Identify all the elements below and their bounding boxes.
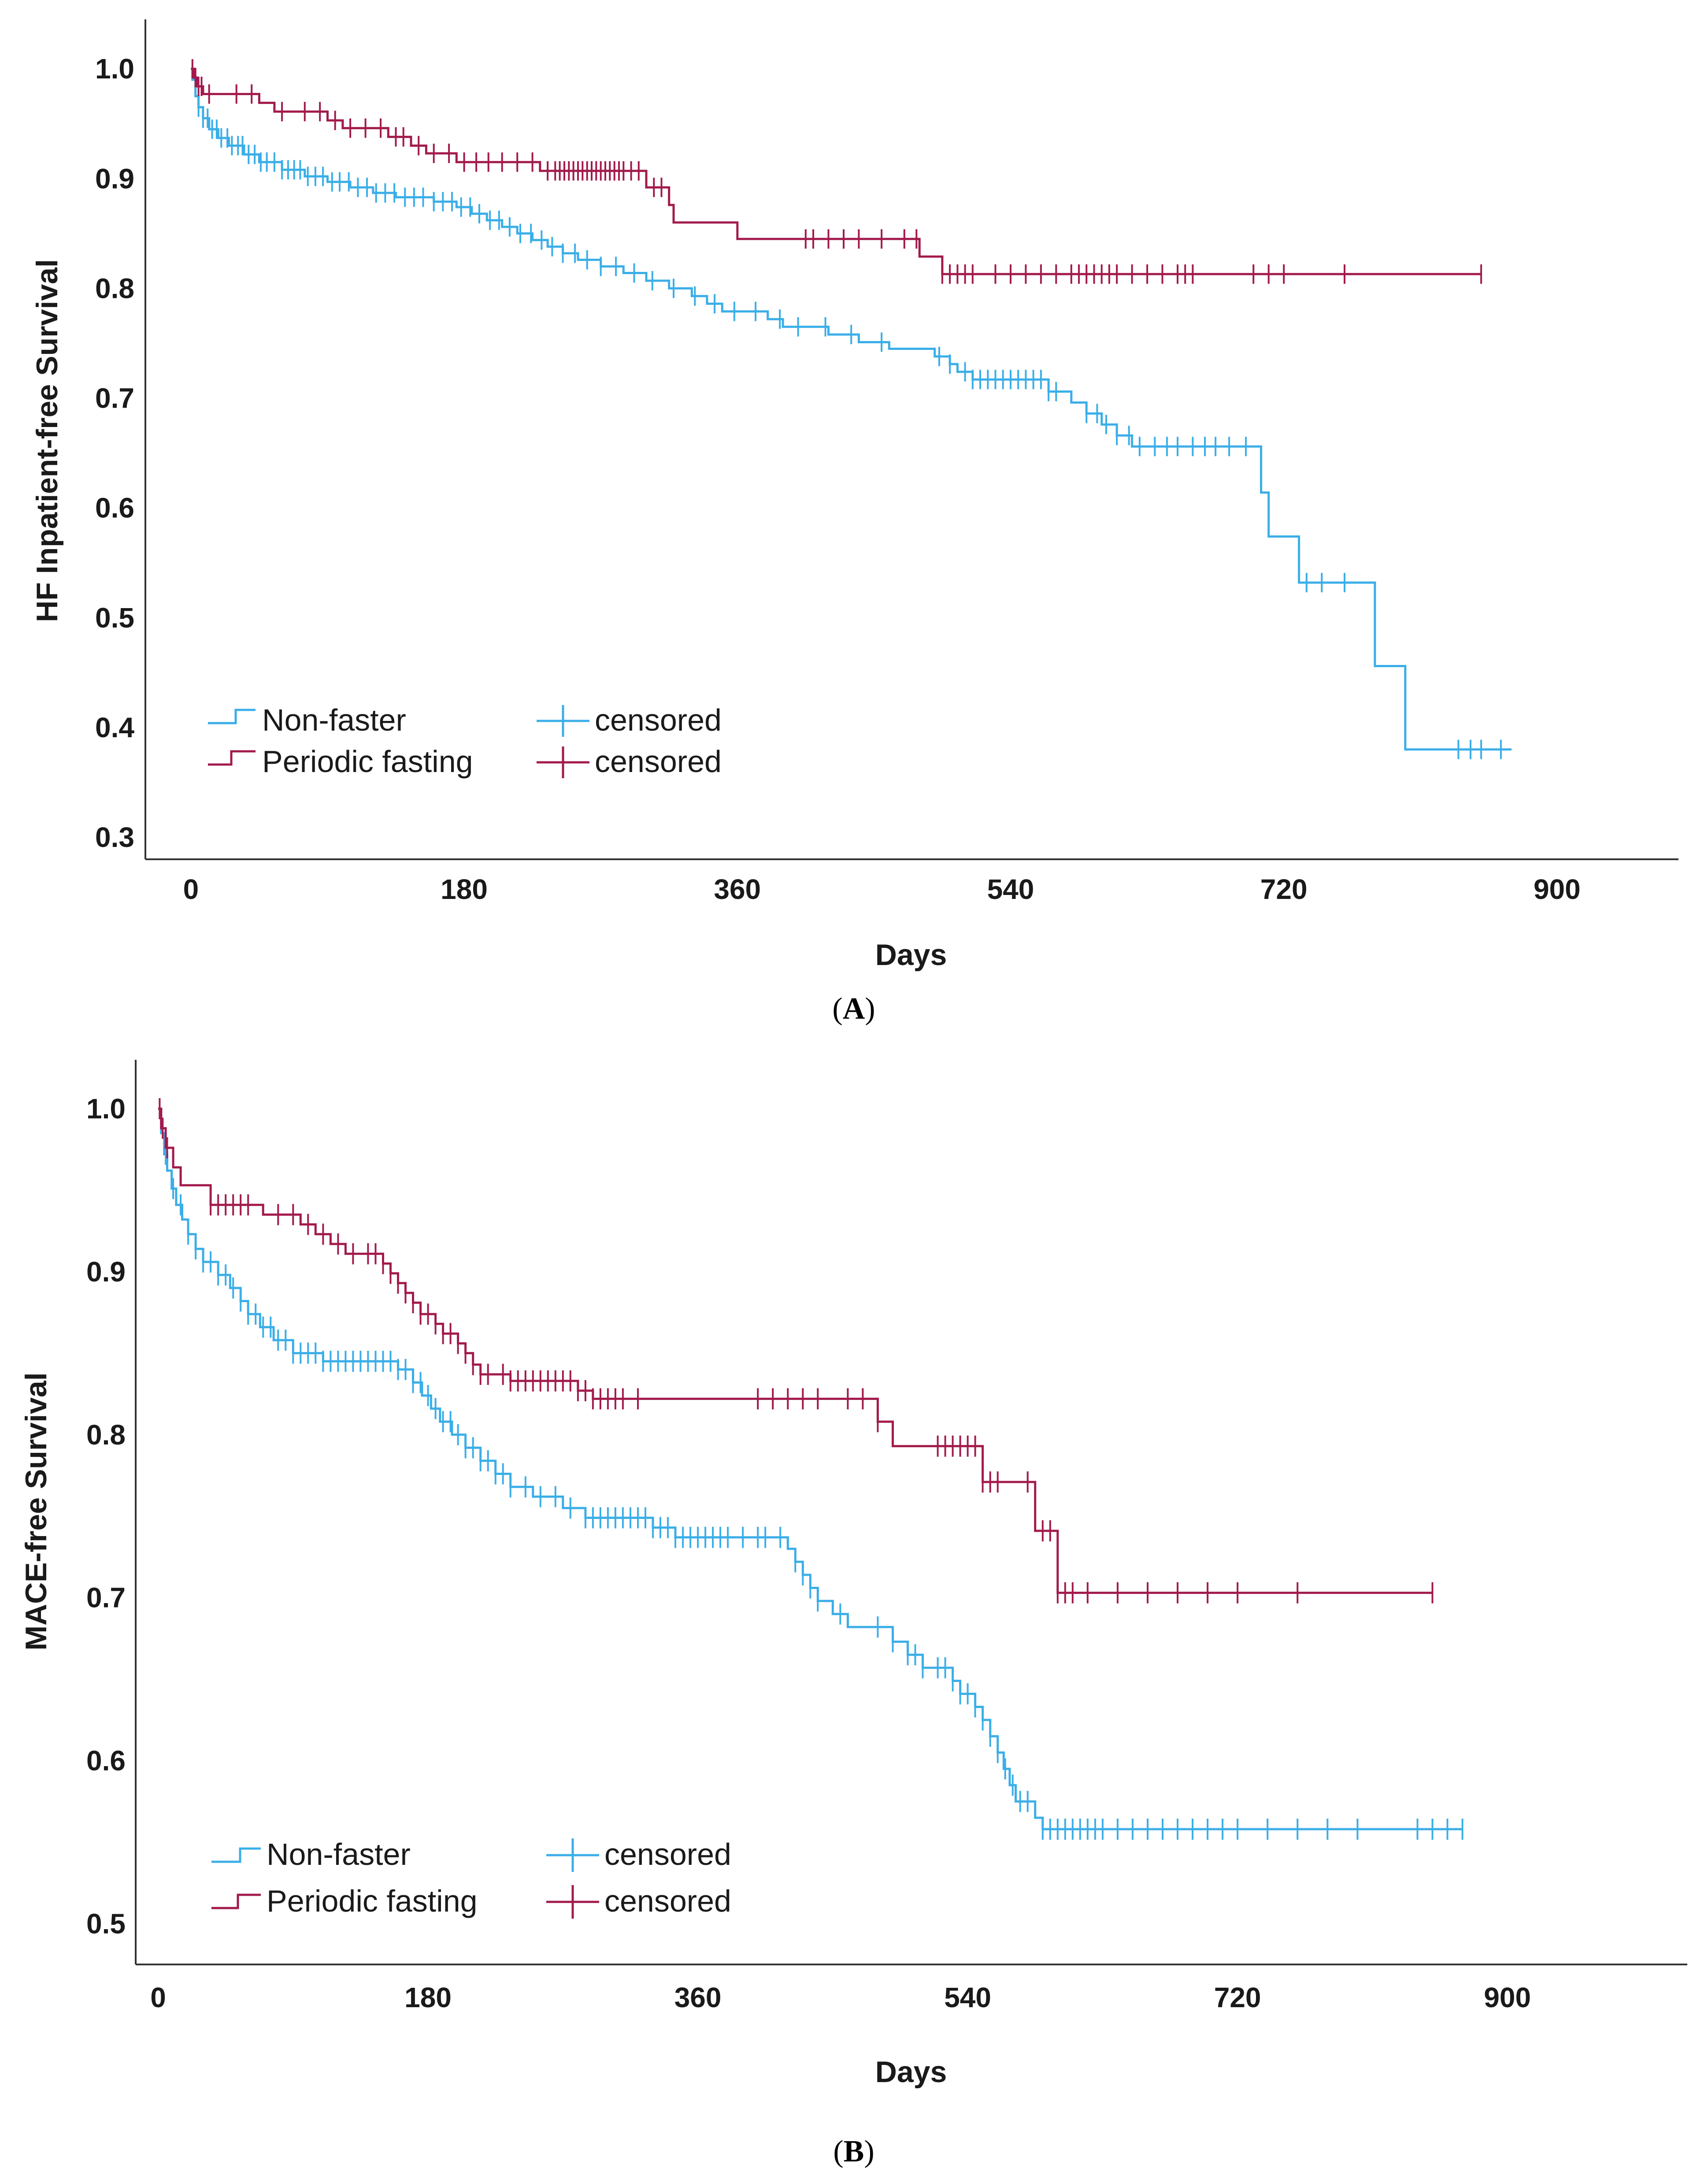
panel-a-label-letter: A xyxy=(843,992,865,1026)
panel-b-legend-non-faster-line-icon xyxy=(211,1847,261,1863)
panel-b-legend-non-faster-censored-icon xyxy=(546,1838,599,1872)
panel-b-legend-periodic-fasting-label: Periodic fasting xyxy=(267,1884,478,1918)
panel-b-legend-periodic-fasting-censored-icon xyxy=(546,1885,599,1919)
panel-b-y-tick-0.5: 0.5 xyxy=(86,1908,126,1940)
panel-a-label: (A) xyxy=(832,992,875,1026)
panel-a-legend-non-faster-censored-label: censored xyxy=(595,703,722,737)
panel-a-y-tick-1.0: 1.0 xyxy=(95,53,134,85)
panel-b-x-tick-900: 900 xyxy=(1484,1982,1531,2013)
panel-a-x-tick-540: 540 xyxy=(987,873,1034,905)
panel-a-y-tick-0.5: 0.5 xyxy=(95,602,134,634)
panel-a-non_faster-censor-marks xyxy=(197,97,1502,759)
panel-a-periodic_fasting-censor-marks xyxy=(191,59,1482,284)
panel-a-legend-periodic-fasting-line-icon xyxy=(208,750,256,766)
panel-b-label: (B) xyxy=(833,2135,874,2168)
panel-a-x-tick-360: 360 xyxy=(714,873,761,905)
panel-b-y-axis-title: MACE-free Survival xyxy=(19,1372,53,1650)
panel-a-y-tick-0.7: 0.7 xyxy=(95,382,134,414)
panel-a-y-axis-title: HF Inpatient-free Survival xyxy=(30,259,64,622)
panel-a-legend: Non-faster censored Periodic fasting cen… xyxy=(208,703,722,779)
panel-b-legend-non-faster-label: Non-faster xyxy=(267,1837,411,1871)
panel-a-x-tick-900: 900 xyxy=(1534,873,1581,905)
panel-a-legend-periodic-fasting-censored-icon xyxy=(537,746,589,778)
panel-b-y-tick-0.7: 0.7 xyxy=(86,1582,126,1614)
panel-b-x-tick-360: 360 xyxy=(674,1982,722,2013)
panel-b-x-tick-labels: 0 180 360 540 720 900 xyxy=(150,1982,1531,2013)
panel-a-legend-non-faster-line-icon xyxy=(208,709,256,724)
panel-b-x-axis-title: Days xyxy=(875,2055,947,2089)
panel-b-legend: Non-faster censored Periodic fasting cen… xyxy=(211,1837,731,1919)
panel-b-periodic_fasting-censor-marks xyxy=(159,1098,1434,1604)
panel-b-periodic_fasting-survival-line xyxy=(158,1107,1433,1594)
panel-b-label-letter: B xyxy=(844,2135,864,2168)
panel-a-series-layer xyxy=(191,59,1512,759)
panel-a-x-tick-180: 180 xyxy=(441,873,488,905)
panel-b-x-tick-180: 180 xyxy=(404,1982,452,2013)
panel-b-legend-non-faster-censored-label: censored xyxy=(604,1837,731,1871)
panel-a-legend-non-faster-label: Non-faster xyxy=(262,703,406,737)
panel-b-y-tick-1.0: 1.0 xyxy=(86,1093,126,1125)
panel-a-legend-periodic-fasting-censored-label: censored xyxy=(595,744,722,779)
panel-b-x-tick-540: 540 xyxy=(944,1982,991,2013)
panel-b-legend-periodic-fasting-line-icon xyxy=(211,1894,261,1909)
panel-b-chart: 0.5 0.6 0.7 0.8 0.9 1.0 0 180 360 540 720 900 Days… xyxy=(19,1060,1687,2168)
panel-a-chart: 0.3 0.4 0.5 0.6 0.7 0.8 0.9 1.0 0 180 360 540 720 90… xyxy=(30,19,1678,1026)
panel-b-y-tick-labels: 0.5 0.6 0.7 0.8 0.9 1.0 xyxy=(86,1093,126,1940)
panel-b-y-tick-0.6: 0.6 xyxy=(86,1745,126,1777)
panel-a-y-tick-0.8: 0.8 xyxy=(95,272,134,304)
panel-b-x-tick-0: 0 xyxy=(150,1982,166,2013)
panel-b-non_faster-censor-marks xyxy=(165,1144,1463,1840)
panel-b-y-tick-0.9: 0.9 xyxy=(86,1256,126,1288)
panel-a-y-tick-0.3: 0.3 xyxy=(95,821,134,853)
panel-a-legend-periodic-fasting-label: Periodic fasting xyxy=(262,744,473,779)
panel-a-y-tick-0.9: 0.9 xyxy=(95,163,134,194)
panel-a-y-tick-0.4: 0.4 xyxy=(95,712,134,743)
panel-b-x-tick-720: 720 xyxy=(1214,1982,1261,2013)
panel-b-y-tick-0.8: 0.8 xyxy=(86,1419,126,1451)
panel-a-y-tick-labels: 0.3 0.4 0.5 0.6 0.7 0.8 0.9 1.0 xyxy=(95,53,134,853)
panel-b-series-layer xyxy=(158,1098,1463,1840)
panel-a-x-tick-0: 0 xyxy=(183,873,199,905)
panel-a-x-tick-720: 720 xyxy=(1260,873,1308,905)
panel-a-x-tick-labels: 0 180 360 540 720 900 xyxy=(183,873,1581,905)
panel-a-x-axis-title: Days xyxy=(875,938,947,972)
panel-a-y-tick-0.6: 0.6 xyxy=(95,492,134,524)
panel-a-legend-non-faster-censored-icon xyxy=(537,705,589,737)
panel-b-legend-periodic-fasting-censored-label: censored xyxy=(604,1884,731,1918)
